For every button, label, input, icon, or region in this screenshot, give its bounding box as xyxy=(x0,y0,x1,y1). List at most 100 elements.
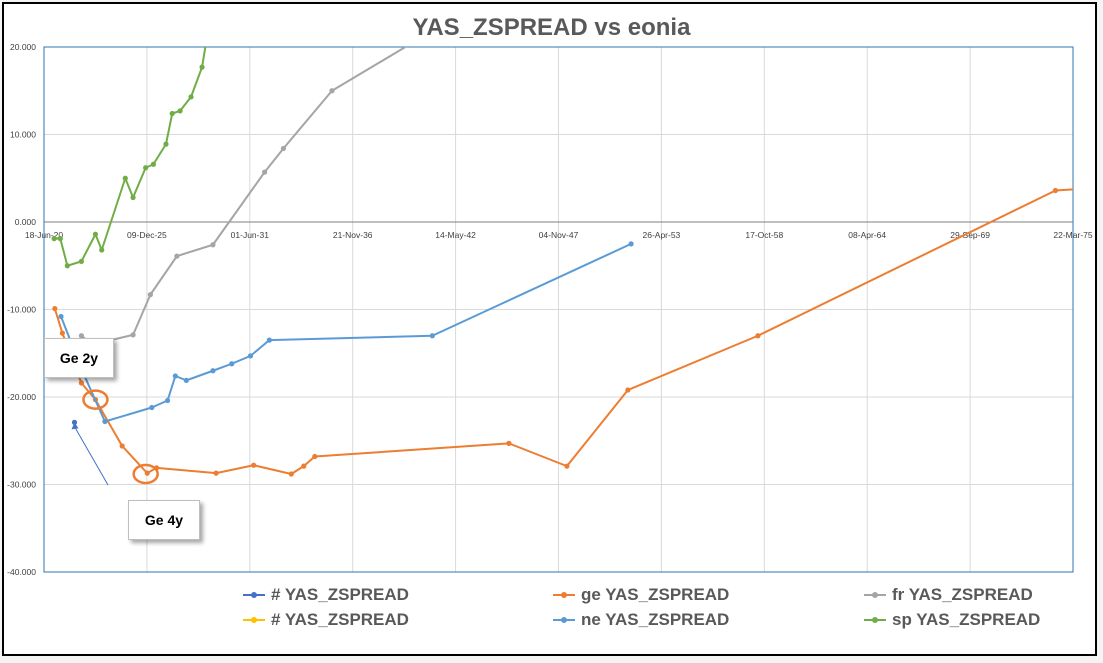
data-point xyxy=(210,242,216,248)
x-tick-label: 22-Mar-75 xyxy=(1053,230,1092,240)
legend-swatch xyxy=(243,589,265,601)
data-point xyxy=(755,333,761,339)
data-point xyxy=(78,380,85,386)
series-line xyxy=(80,47,408,346)
legend-item[interactable]: sp YAS_ZSPREAD xyxy=(864,610,1040,630)
y-tick-label: -10.000 xyxy=(7,305,36,315)
data-point xyxy=(188,94,194,100)
legend-swatch xyxy=(553,589,575,601)
data-point xyxy=(506,440,512,446)
data-point xyxy=(52,306,58,312)
data-point xyxy=(172,373,178,379)
data-point xyxy=(247,353,254,359)
annotation-ge-2y[interactable]: Ge 2y xyxy=(44,338,114,378)
y-tick-label: -30.000 xyxy=(7,480,36,490)
x-tick-label: 08-Apr-64 xyxy=(848,230,886,240)
legend-label: # YAS_ZSPREAD xyxy=(271,610,409,629)
x-tick-label: 21-Nov-36 xyxy=(333,230,373,240)
data-point xyxy=(64,263,70,269)
data-point xyxy=(92,231,99,237)
legend-swatch xyxy=(864,614,886,626)
data-point xyxy=(429,333,435,339)
data-point xyxy=(78,258,85,264)
data-point xyxy=(149,404,155,411)
x-tick-label: 26-Apr-53 xyxy=(642,230,680,240)
annotation-arrow-head xyxy=(71,422,79,430)
data-point xyxy=(57,236,63,242)
series-5 xyxy=(51,47,207,269)
data-point xyxy=(625,387,631,393)
data-point xyxy=(150,161,157,167)
annotation-highlight-circle xyxy=(82,389,109,410)
series-1 xyxy=(52,187,1073,477)
series-2 xyxy=(78,18,452,348)
series-line xyxy=(53,188,1073,475)
data-point xyxy=(213,470,219,476)
y-tick-label: -40.000 xyxy=(7,567,36,577)
data-point xyxy=(210,368,216,374)
annotation-ge-4y-text: Ge 4y xyxy=(144,512,184,528)
data-point xyxy=(147,292,153,298)
legend-item[interactable]: fr YAS_ZSPREAD xyxy=(864,585,1033,605)
x-tick-label: 14-May-42 xyxy=(435,230,476,240)
legend-item[interactable]: ge YAS_ZSPREAD xyxy=(553,585,729,605)
data-point xyxy=(163,141,169,147)
x-tick-label: 09-Dec-25 xyxy=(127,230,167,240)
legend-label: ge YAS_ZSPREAD xyxy=(581,585,730,604)
data-point xyxy=(1052,187,1059,194)
annotation-highlight-circle xyxy=(132,463,159,485)
legend-item[interactable]: ne YAS_ZSPREAD xyxy=(553,610,729,630)
data-point xyxy=(58,313,64,320)
data-point xyxy=(164,397,171,404)
annotation-ge-4y[interactable]: Ge 4y xyxy=(128,500,200,540)
chart-area[interactable] xyxy=(2,2,1097,656)
data-point xyxy=(174,253,180,259)
x-tick-label: 01-Jun-31 xyxy=(231,230,270,240)
data-point xyxy=(329,88,335,94)
data-point xyxy=(143,165,149,171)
data-point xyxy=(144,470,150,476)
data-point xyxy=(564,463,570,469)
data-point xyxy=(51,236,57,242)
legend-label: # YAS_ZSPREAD xyxy=(271,585,409,604)
legend-label: ne YAS_ZSPREAD xyxy=(581,610,730,629)
data-point xyxy=(119,443,125,449)
data-point xyxy=(102,418,108,425)
data-point xyxy=(229,361,235,367)
x-tick-label: 18-Jun-20 xyxy=(25,230,64,240)
annotation-ge-2y-text: Ge 2y xyxy=(59,350,99,366)
data-point xyxy=(280,145,286,152)
data-point xyxy=(447,18,452,23)
x-tick-label: 29-Sep-69 xyxy=(950,230,990,240)
data-point xyxy=(199,64,205,70)
series-4 xyxy=(58,241,634,425)
y-tick-label: -20.000 xyxy=(7,392,36,402)
y-tick-label: 10.000 xyxy=(10,130,36,140)
data-point xyxy=(169,110,175,117)
data-point xyxy=(130,332,136,338)
data-point xyxy=(301,463,307,469)
data-point xyxy=(262,169,268,175)
data-point xyxy=(251,462,257,468)
annotation-arrow xyxy=(75,428,109,486)
data-point xyxy=(99,247,105,253)
data-point xyxy=(288,471,294,477)
legend-label: sp YAS_ZSPREAD xyxy=(892,610,1041,629)
legend-label: fr YAS_ZSPREAD xyxy=(892,585,1033,604)
data-point xyxy=(266,337,272,343)
legend-item[interactable]: # YAS_ZSPREAD xyxy=(243,610,409,630)
legend-item[interactable]: # YAS_ZSPREAD xyxy=(243,585,409,605)
plot-border xyxy=(43,46,1074,573)
data-point xyxy=(122,175,128,181)
legend-swatch xyxy=(864,589,886,601)
data-point xyxy=(78,333,85,339)
data-point xyxy=(177,108,183,114)
data-point xyxy=(183,377,189,383)
chart-title: YAS_ZSPREAD vs eonia xyxy=(412,14,691,41)
data-point xyxy=(59,330,65,336)
legend-swatch xyxy=(243,614,265,626)
data-point xyxy=(130,194,136,201)
x-tick-label: 17-Oct-58 xyxy=(745,230,783,240)
x-tick-label: 04-Nov-47 xyxy=(539,230,579,240)
